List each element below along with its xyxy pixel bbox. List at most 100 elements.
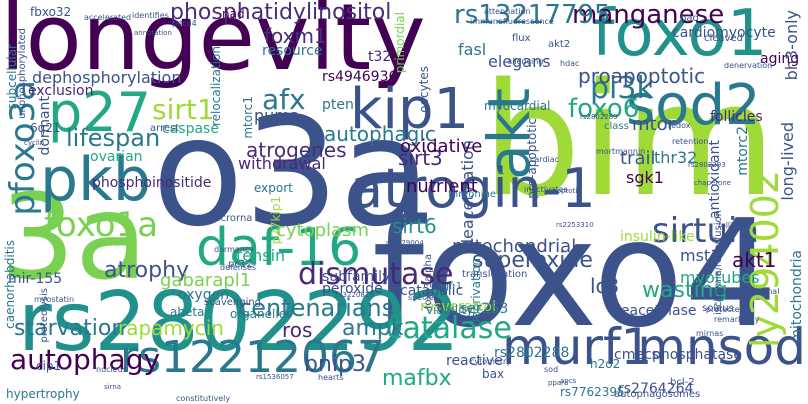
word-pkb: pkb (40, 145, 151, 215)
word-bh3-only: bh3-only (782, 10, 801, 81)
word-long-lived: long-lived (778, 122, 797, 201)
word-dismutase: dismutase (298, 257, 454, 292)
word-pc12: pc12 (228, 259, 253, 270)
word-ros: ros (282, 318, 313, 342)
word-sirt3: sirt3 (398, 146, 443, 170)
word-remarkably: remarkably (714, 315, 760, 324)
word-rs7762395: rs7762395 (560, 385, 625, 399)
word-identifies: identifies (132, 11, 169, 20)
word-akt1: akt1 (732, 248, 777, 272)
word-atrogenes: atrogenes (246, 138, 347, 162)
word-rs2229004: rs2229004 (386, 239, 424, 247)
word-p27: p27 (48, 81, 151, 144)
word-exclusion: exclusion (28, 83, 94, 99)
word-bcl-2: bcl-2 (670, 377, 695, 388)
word-hearts: hearts (318, 373, 344, 382)
word-nutrient: nutrient (406, 176, 478, 197)
word-dephosphorylation: dephosphorylation (32, 68, 182, 87)
word-phosphatidylinositol: phosphatidylinositol (170, 0, 392, 25)
word-bim: bim (482, 49, 777, 231)
word-lc3: lc3 (590, 274, 620, 298)
word-subfamily: subfamily (322, 269, 391, 285)
word-insulin-like: insulin-like (620, 229, 695, 245)
word-phosphoinositide: phosphoinositide (92, 175, 212, 191)
word-rs4946936: rs4946936 (322, 69, 398, 85)
word-retention: retention (672, 137, 709, 146)
word-sirt1: sirt1 (152, 93, 215, 126)
word-nucleus: nucleus (96, 365, 127, 374)
word-phosphatase: phosphatase (652, 347, 742, 363)
word-centenarians: centenarians (238, 294, 395, 322)
word-3a: 3a (0, 168, 148, 306)
word-mir-155: mir-155 (8, 271, 63, 287)
word-autophagic: autophagic (324, 122, 436, 146)
word-t32: t32 (368, 49, 392, 65)
word-starvation: starvation (14, 316, 126, 341)
word-export: export (254, 181, 293, 195)
word-rs2802292: rs2802292 (18, 275, 460, 370)
word-withdrawal: withdrawal (238, 154, 326, 173)
word-longevity: longevity (0, 0, 426, 91)
word-redox: redox (668, 121, 691, 130)
word-resveratrol: resveratrol (420, 299, 496, 315)
word-chaperone: chaperone (694, 179, 732, 187)
word-pten: pten (322, 97, 354, 113)
word-cytometry: cytometry (470, 357, 512, 366)
word-catabolic: catabolic (400, 283, 464, 299)
word-puma: puma (254, 106, 300, 125)
word-rs2802293: rs2802293 (688, 161, 726, 169)
word-ovarian: ovarian (90, 149, 143, 165)
word-rapamycin: rapamycin (118, 316, 224, 340)
word-afx: afx (262, 83, 306, 116)
word-rs2802288: rs2802288 (494, 345, 570, 361)
word-reactive: reactive (446, 353, 503, 369)
word-akt2: akt2 (548, 39, 571, 50)
word-cytoplasm: cytoplasm (276, 220, 369, 241)
word-autophagy: autophagy (10, 343, 161, 376)
word-peroxide: peroxide (322, 281, 383, 297)
word-resource: resource (262, 43, 323, 59)
word-lifespan: lifespan (66, 124, 161, 152)
word-wasting: wasting (642, 278, 728, 303)
word-mitochondria: mitochondria (789, 250, 805, 343)
word-oxygen: oxygen (178, 287, 230, 303)
word-mitochondrial: mitochondrial (452, 236, 577, 257)
word-relocalization: relocalization (209, 46, 223, 126)
word-foxo4: foxo4 (372, 188, 778, 360)
word-ppara: ppara (548, 379, 569, 387)
word-sirt6: sirt6 (392, 214, 437, 238)
word-follicular: follicular (718, 221, 753, 230)
word-kip1: kip1 (350, 77, 470, 142)
word-pdcd4: pdcd4 (172, 19, 197, 28)
word-soleus: soleus (702, 303, 734, 314)
word-mortmannin: mortmannin (596, 147, 646, 156)
word-caenorhabditis: caenorhabditis (3, 240, 17, 329)
word-mtorc1: mtorc1 (241, 96, 255, 139)
word-rs3220810: rs3220810 (336, 291, 374, 299)
word-silencing: silencing (508, 57, 544, 66)
word-nad: nad (222, 7, 245, 21)
word-fbxo32: fbxo32 (30, 5, 72, 19)
word-sod: sod (544, 365, 559, 374)
word-mnsod: mnsod (637, 318, 806, 376)
word-catalase: catalase (386, 311, 512, 346)
word-rs12212067: rs12212067 (120, 332, 385, 383)
word-murf1: murf1 (502, 318, 653, 376)
word-myostatin: myostatin (34, 295, 75, 304)
word-abeta: abeta (170, 305, 205, 319)
word-rs1536057: rs1536057 (256, 373, 294, 381)
word-immunofluorescence: immunofluorescence (470, 17, 554, 26)
word-myotubes: myotubes (680, 268, 760, 287)
word-species: species (408, 293, 438, 302)
word-thr32: thr32 (654, 148, 698, 167)
word-cip1: cip1 (36, 359, 62, 373)
word-arrest: arrest (150, 123, 180, 134)
word-ser253: ser253 (460, 301, 509, 317)
word-superoxide: superoxide (472, 248, 593, 273)
word-attenuation: attenuation (484, 7, 531, 16)
word-o3a: o3a (152, 86, 432, 260)
word-hdac: hdac (560, 59, 580, 68)
word-tensin: tensin (236, 246, 286, 265)
word-bad: bad (680, 13, 699, 24)
